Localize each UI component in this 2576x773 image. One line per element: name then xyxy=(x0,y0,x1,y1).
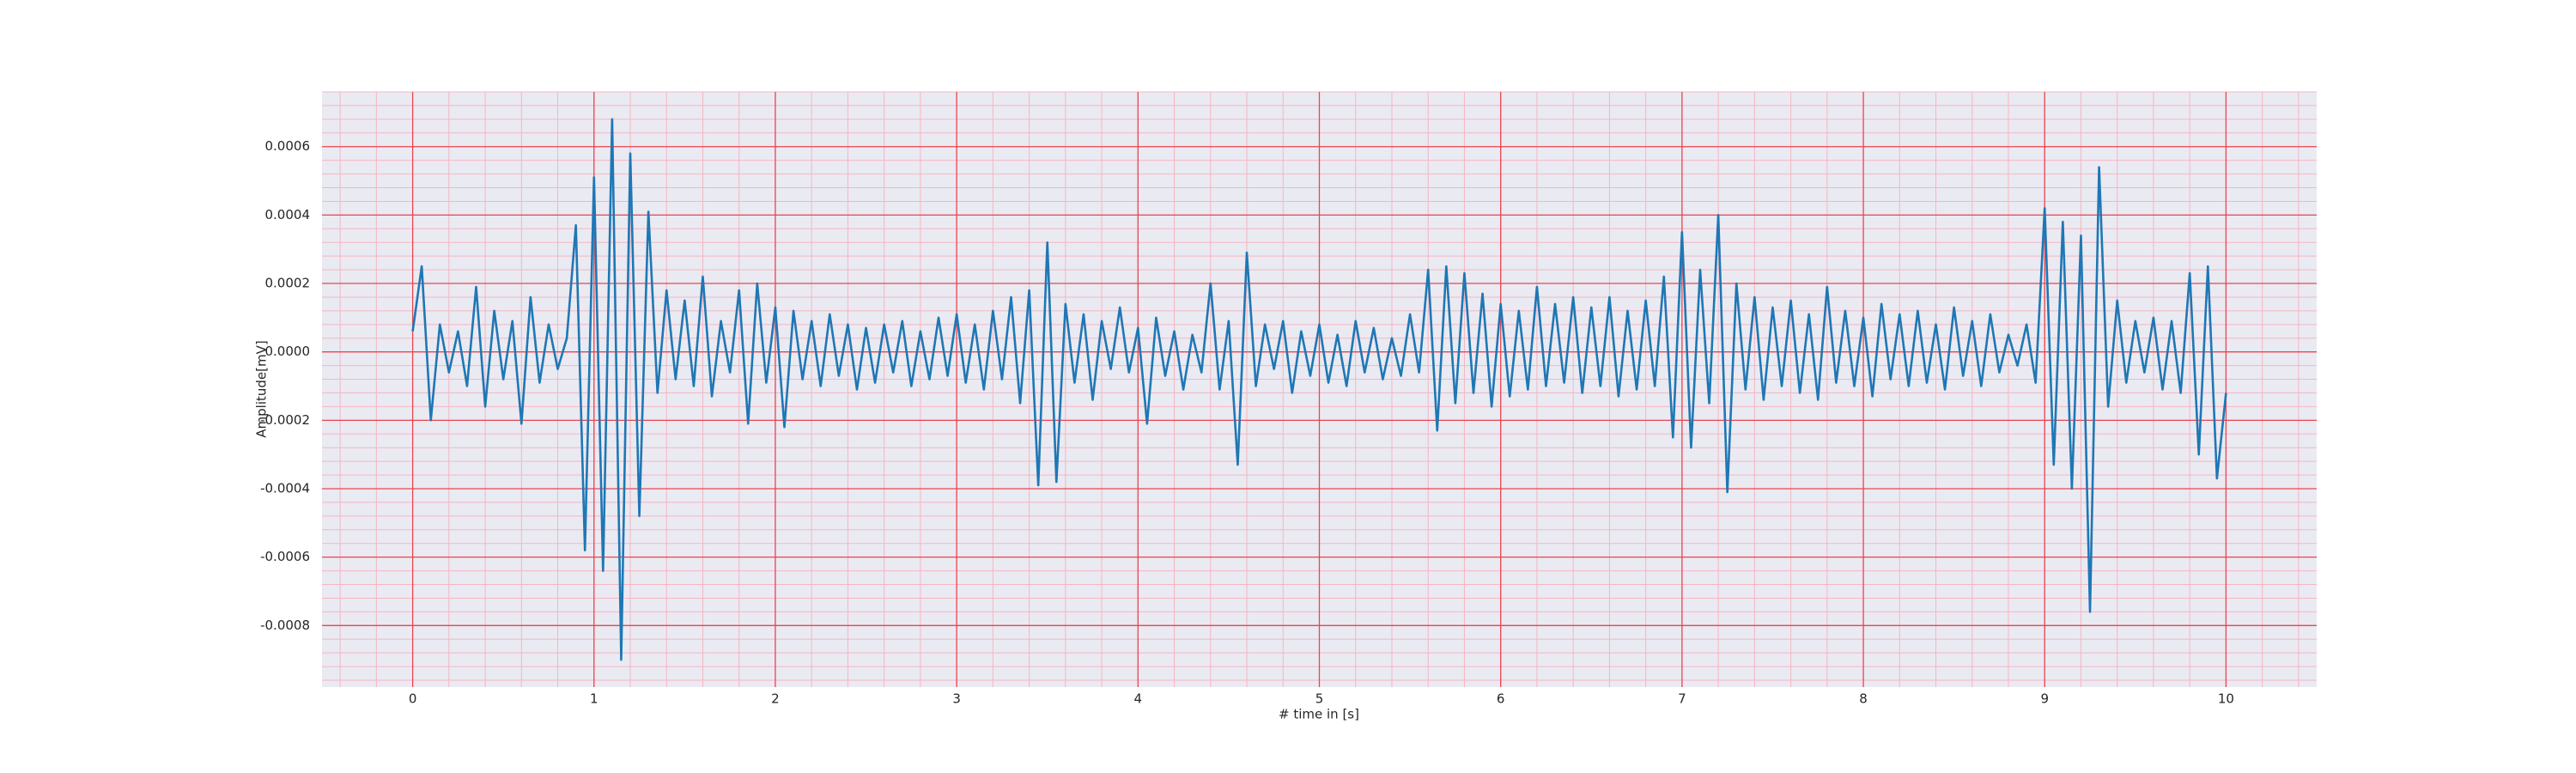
x-tick-label: 8 xyxy=(1859,691,1868,707)
x-tick-label: 1 xyxy=(590,691,598,707)
signal-line xyxy=(411,118,2227,661)
x-tick-label: 4 xyxy=(1134,691,1143,707)
x-tick-label: 0 xyxy=(409,691,417,707)
y-tick-label: -0.0004 xyxy=(260,481,310,496)
major-grid xyxy=(322,92,2317,687)
y-tick-label: -0.0008 xyxy=(260,618,310,633)
x-tick-label: 9 xyxy=(2040,691,2049,707)
y-tick-label: 0.0004 xyxy=(265,207,311,222)
x-tick-label: 7 xyxy=(1678,691,1686,707)
y-axis-label: Amplitude[mV] xyxy=(254,340,270,437)
x-tick-label: 2 xyxy=(771,691,780,707)
x-tick-label: 10 xyxy=(2218,691,2234,707)
y-tick-label: -0.0002 xyxy=(260,412,310,428)
x-tick-label: 5 xyxy=(1315,691,1324,707)
x-tick-label: 6 xyxy=(1497,691,1505,707)
y-tick-label: 0.0000 xyxy=(265,344,311,359)
y-tick-label: 0.0006 xyxy=(265,138,311,154)
x-tick-label: 3 xyxy=(952,691,961,707)
y-tick-label: 0.0002 xyxy=(265,276,311,291)
y-tick-label: -0.0006 xyxy=(260,549,310,564)
x-axis-label: # time in [s] xyxy=(1279,707,1359,722)
